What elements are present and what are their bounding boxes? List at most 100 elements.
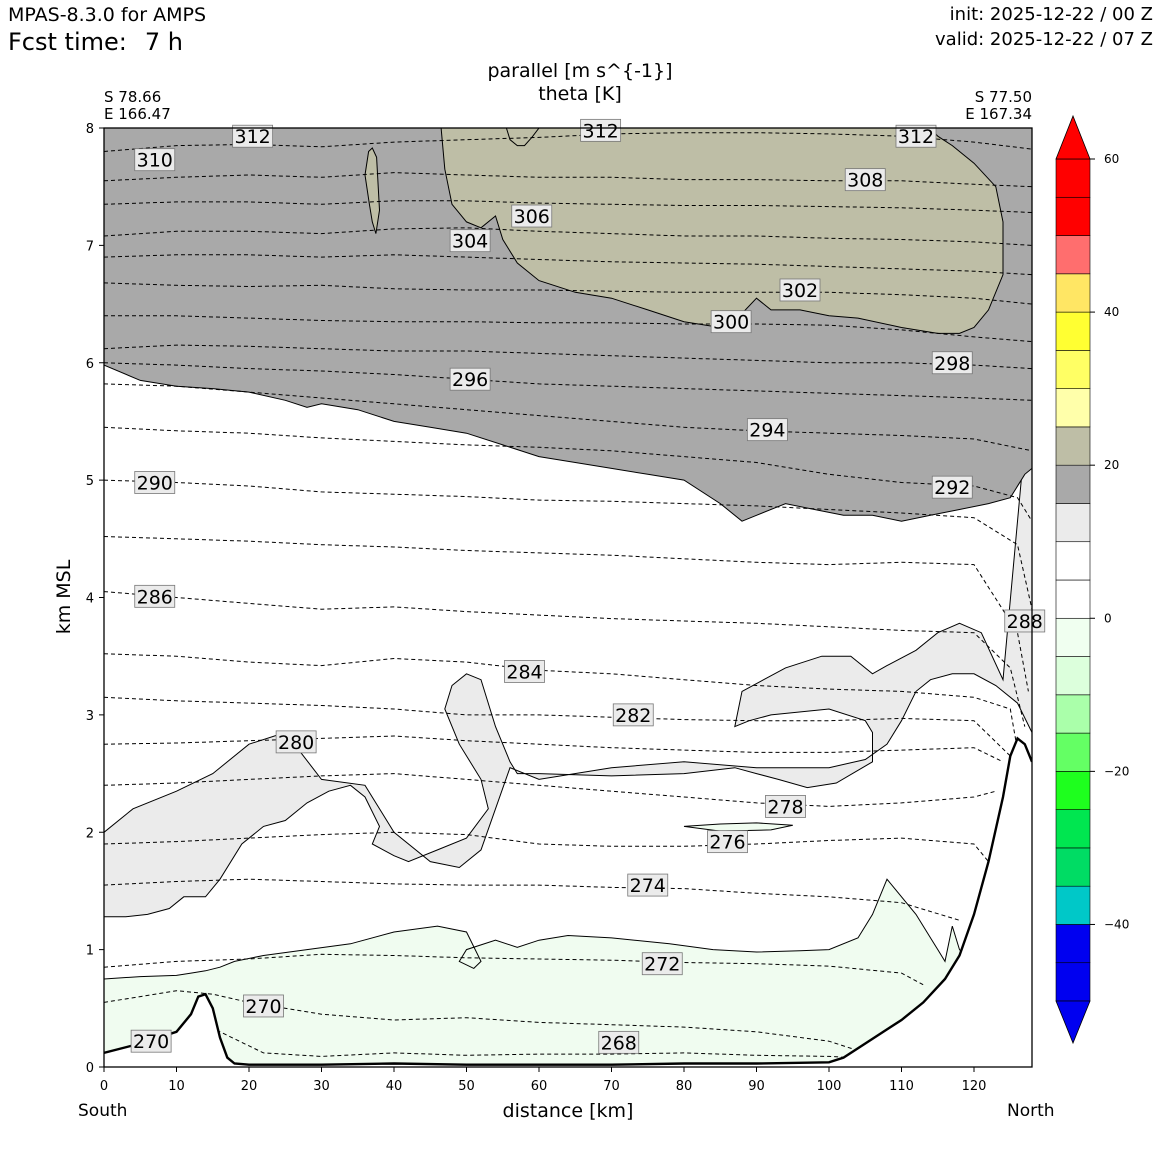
theta-label-22: 272 [641, 952, 683, 976]
theta-label-box [707, 830, 748, 854]
theta-label-10: 296 [449, 367, 491, 391]
theta-label-23: 270 [243, 994, 284, 1018]
theta-contour-278 [104, 773, 996, 807]
y-tick-label: 3 [86, 709, 94, 724]
colorbar-tick-label: 20 [1104, 458, 1119, 472]
wind-region-0 [104, 878, 1032, 1067]
theta-label-box [931, 475, 973, 499]
theta-label-6: 304 [449, 229, 491, 253]
y-tick-label: 8 [86, 122, 94, 137]
theta-label-text: 270 [245, 996, 281, 1018]
theta-label-text: 282 [615, 705, 651, 727]
y-tick-label: 6 [86, 357, 94, 372]
colorbar-segment [1055, 388, 1091, 428]
theta-label-box [580, 118, 622, 142]
theta-label-box [931, 351, 973, 375]
theta-label-text: 292 [934, 477, 970, 499]
theta-contour-308 [104, 200, 1032, 213]
colorbar-segment [1055, 541, 1091, 581]
theta-contour-298 [104, 344, 1032, 370]
right-endpoint-coords: S 77.50 E 167.34 [965, 89, 1032, 123]
theta-label-3: 312 [895, 124, 937, 148]
theta-label-13: 290 [134, 471, 176, 494]
y-tick-label: 4 [86, 592, 94, 607]
theta-label-text: 290 [137, 472, 173, 494]
theta-contour-270 [104, 990, 873, 1056]
theta-label-box [765, 795, 806, 818]
colorbar-segment [1055, 350, 1091, 389]
theta-label-25: 268 [598, 1030, 640, 1054]
theta-label-box [449, 229, 491, 253]
theta-label-box [511, 204, 553, 228]
theta-contour-290 [104, 479, 1032, 610]
x-axis: 0 10 20 30 40 50 60 70 80 90 100 110 120 [100, 1067, 987, 1094]
colorbar-extend-max [1055, 114, 1091, 160]
theta-label-text: 298 [934, 353, 970, 375]
theta-label-text: 278 [767, 796, 803, 818]
y-tick-label: 0 [86, 1061, 94, 1076]
y-axis: 0 1 2 3 4 5 6 7 8 [86, 122, 104, 1076]
theta-contour-304 [104, 254, 1032, 276]
y-tick-label: 5 [86, 474, 94, 489]
theta-label-15: 286 [134, 584, 176, 608]
colorbar-segment [1055, 426, 1091, 466]
theta-label-9: 298 [931, 351, 973, 375]
colorbar-segment [1055, 809, 1091, 849]
theta-label-box [895, 124, 937, 148]
theta-label-24: 270 [130, 1029, 172, 1053]
x-tick-label: 0 [100, 1079, 108, 1094]
forecast-time-value: 7 h [144, 28, 183, 56]
colorbar-segment [1055, 656, 1091, 696]
theta-contour-296 [104, 362, 1032, 401]
right-lon: E 167.34 [965, 105, 1032, 123]
x-tick-label: 20 [241, 1079, 258, 1094]
theta-contour-272 [104, 953, 924, 986]
x-tick-label: 10 [168, 1079, 185, 1094]
x-tick-label: 50 [458, 1079, 475, 1094]
x-axis-label: distance [km] [503, 1100, 634, 1122]
forecast-time-label: Fcst time: [8, 28, 127, 56]
theta-label-1: 310 [134, 148, 176, 172]
theta-label-text: 312 [898, 126, 934, 148]
theta-label-text: 280 [278, 732, 314, 754]
colorbar-segment [1055, 847, 1091, 887]
x-tick-label: 120 [962, 1079, 987, 1094]
x-tick-label: 70 [603, 1079, 620, 1094]
x-tick-label: 110 [889, 1079, 914, 1094]
theta-label-box [598, 1030, 640, 1054]
theta-label-text: 304 [452, 231, 488, 253]
theta-contour-288 [104, 536, 1029, 692]
theta-label-21: 274 [627, 873, 669, 897]
x-tick-label: 30 [313, 1079, 330, 1094]
theta-contour-284 [104, 653, 1018, 751]
theta-label-14: 288 [1004, 609, 1046, 633]
colorbar-segment [1055, 885, 1091, 925]
theta-label-box [134, 584, 176, 608]
theta-label-text: 312 [234, 126, 270, 148]
theta-label-box [243, 994, 284, 1018]
theta-label-box [134, 148, 176, 172]
theta-contour-302 [104, 282, 1032, 305]
theta-contour-286 [104, 591, 1026, 727]
theta-label-text: 276 [709, 832, 745, 854]
left-endpoint-coords: S 78.66 E 166.47 [104, 89, 171, 123]
theta-label-2: 312 [580, 118, 622, 142]
theta-contour-274 [104, 878, 960, 921]
colorbar-segment [1055, 924, 1091, 964]
wind-region-4 [505, 128, 540, 147]
theta-label-19: 278 [765, 795, 806, 818]
colorbar-tick-label: 40 [1104, 305, 1119, 319]
y-axis-label: km MSL [53, 559, 75, 634]
forecast-time: Fcst time: 7 h [8, 28, 183, 56]
theta-label-text: 286 [137, 586, 173, 608]
theta-label-text: 296 [452, 369, 488, 391]
theta-label-5: 306 [511, 204, 553, 228]
theta-contour-306 [104, 227, 1032, 246]
colorbar-segment [1055, 694, 1091, 734]
theta-label-4: 308 [844, 168, 886, 192]
theta-label-text: 312 [582, 120, 618, 142]
theta-label-text: 300 [713, 312, 749, 334]
colorbar-tick-label: 0 [1104, 611, 1112, 625]
theta-contour-294 [104, 383, 1032, 452]
